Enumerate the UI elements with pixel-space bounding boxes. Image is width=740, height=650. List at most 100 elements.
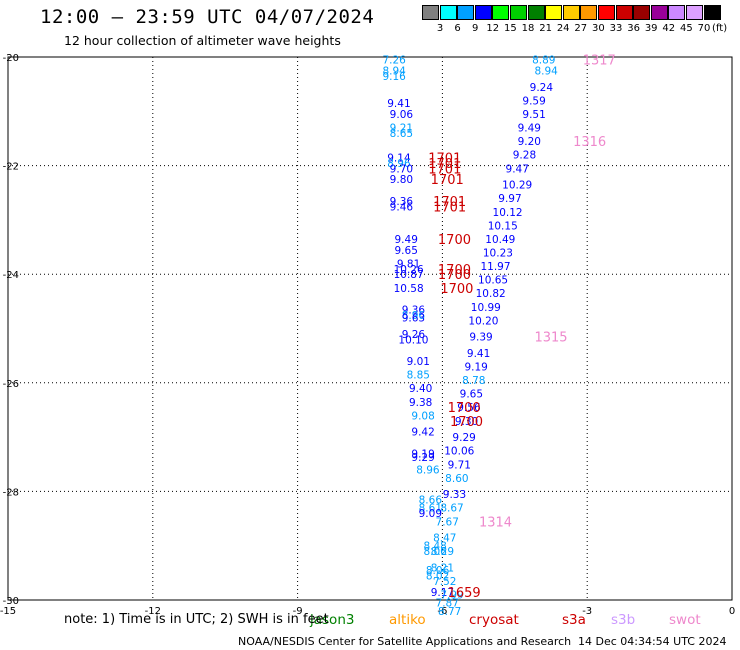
color-scale-swatch	[545, 5, 563, 20]
color-scale-label: 18	[521, 23, 535, 34]
swh-point-label: 8.67	[440, 503, 463, 515]
swh-point-label: 9.80	[390, 174, 413, 186]
swh-point-label: 10.23	[483, 247, 513, 259]
satellite-cryosat: cryosat	[469, 612, 519, 628]
swh-point-label: 10.10	[398, 334, 428, 346]
swh-point-label: 9.51	[522, 109, 545, 121]
swh-point-label: 8.96	[402, 310, 426, 322]
pass-number-label: 1700	[438, 263, 471, 278]
swh-point-label: 7.26	[382, 55, 406, 67]
swh-point-label: 8.94	[534, 66, 558, 78]
swh-point-label: 9.29	[452, 432, 475, 444]
swh-point-label: 8.29	[431, 546, 454, 558]
color-scale-label: 9	[472, 23, 479, 34]
swh-point-label: 8.21	[431, 562, 454, 574]
swh-point-label: 8.85	[407, 370, 430, 382]
swh-point-label: 9.19	[464, 362, 487, 374]
pass-number-label: 1701	[428, 157, 461, 172]
satellite-s3b: s3b	[611, 612, 636, 628]
swh-point-label: 8.78	[462, 375, 485, 387]
color-scale-label: 39	[644, 23, 658, 34]
pass-number-label: 1314	[479, 515, 512, 530]
swh-point-label: 9.36	[390, 196, 414, 208]
swh-point-label: 10.49	[485, 234, 515, 246]
pass-number-label: 1317	[583, 54, 616, 69]
swh-point-label: 9.28	[513, 150, 536, 162]
swh-point-label: 9.09	[419, 508, 442, 520]
swh-point-label: 9.71	[448, 459, 471, 471]
swh-point-label: 9.70	[390, 163, 413, 175]
color-scale-swatch	[422, 5, 439, 20]
swh-point-label: 8.96	[387, 158, 411, 170]
swh-point-label: 9.24	[530, 82, 554, 94]
color-scale-swatch	[580, 5, 598, 20]
swh-point-label: 9.47	[506, 163, 529, 175]
swh-point-label: 8.77	[438, 606, 461, 618]
color-scale-swatch	[615, 5, 633, 20]
color-scale-label: 45	[680, 23, 693, 34]
color-scale-swatch	[686, 5, 703, 20]
swh-point-label: 8.48	[423, 541, 446, 553]
color-scale-label: 27	[574, 23, 588, 34]
swh-point-label: 9.08	[411, 410, 434, 422]
color-scale-swatch	[650, 5, 668, 20]
chart-title: 12:00 — 23:59 UTC 04/07/2024	[40, 6, 375, 28]
y-tick-label: -28	[3, 487, 19, 498]
pass-number-label: 1701	[433, 195, 466, 210]
color-scale-label: 36	[627, 23, 640, 34]
swh-point-label: 8.61	[419, 503, 442, 515]
swh-point-label: 10.58	[394, 283, 424, 295]
swh-point-label: 9.41	[467, 348, 490, 360]
x-tick-label: -9	[293, 606, 303, 617]
swh-point-label: 9.38	[409, 397, 432, 409]
color-scale-swatch	[492, 5, 510, 20]
swh-point-label: 9.16	[382, 71, 406, 83]
color-scale-swatch	[457, 5, 475, 20]
pass-number-label: 1701	[431, 173, 464, 188]
swh-point-label: 10.87	[394, 269, 424, 281]
pass-number-label: 1701	[428, 151, 461, 166]
swh-point-label: 9.01	[407, 356, 430, 368]
swh-point-label: 9.06	[390, 109, 414, 121]
swh-point-label: 8.47	[433, 533, 456, 545]
x-tick-label: 0	[729, 606, 735, 617]
color-scale-label: 6	[454, 23, 461, 34]
swh-point-label: 9.26	[402, 329, 426, 341]
pass-number-label: 1700	[440, 282, 473, 297]
swh-point-label: 9.42	[411, 427, 434, 439]
y-tick-label: -30	[3, 596, 19, 607]
color-scale-swatch	[703, 5, 721, 20]
color-scale-label: 12	[486, 23, 500, 34]
color-scale-swatch	[633, 5, 651, 20]
swh-point-label: 10.15	[488, 220, 518, 232]
swh-point-label: 10.20	[468, 315, 498, 327]
pass-number-label: 1701	[433, 200, 466, 215]
swh-point-label: 8.66	[419, 495, 443, 507]
color-scale-units: (ft)	[712, 23, 728, 34]
pass-number-label: 1315	[534, 331, 567, 346]
color-scale-label: 15	[504, 23, 517, 34]
swh-point-label: 10.29	[502, 180, 532, 192]
swh-point-label: 9.97	[498, 193, 521, 205]
swh-point-label: 9.20	[518, 136, 541, 148]
x-tick-label: -6	[437, 606, 447, 617]
color-scale-swatch	[598, 5, 615, 20]
y-tick-label: -24	[3, 270, 19, 281]
color-scale-swatch	[439, 5, 457, 20]
pass-number-label: 1700	[448, 401, 481, 416]
pass-number-label: 1659	[448, 586, 481, 601]
color-scale-swatch	[510, 5, 527, 20]
y-tick-label: -22	[3, 162, 19, 173]
pass-number-label: 1701	[428, 162, 461, 177]
swh-point-label: 9.30	[455, 416, 478, 428]
swh-point-label: 9.29	[411, 452, 434, 464]
swh-point-label: 8.06	[426, 565, 450, 577]
swh-point-label: 9.36	[402, 304, 426, 316]
chart-note: note: 1) Time is in UTC; 2) SWH is in fe…	[64, 612, 329, 627]
color-scale-swatch	[474, 5, 492, 20]
swh-point-label: 8.60	[445, 473, 468, 485]
swh-point-label: 7.87	[436, 598, 459, 610]
swh-point-label: 8.65	[390, 128, 413, 140]
footer-timestamp: 14 Dec 04:34:54 UTC 2024	[578, 635, 727, 648]
swh-point-label: 11.97	[480, 261, 510, 273]
